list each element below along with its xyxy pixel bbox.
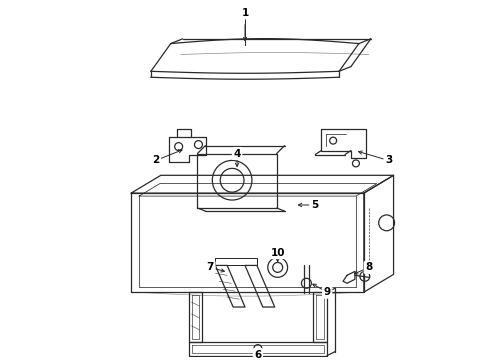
Text: 2: 2: [152, 156, 159, 166]
Text: 6: 6: [254, 350, 262, 360]
Text: 1: 1: [242, 8, 248, 18]
Text: 5: 5: [311, 200, 318, 210]
Text: 9: 9: [323, 287, 331, 297]
Text: 3: 3: [385, 156, 392, 166]
Text: 8: 8: [365, 262, 372, 273]
Text: 7: 7: [207, 262, 214, 273]
Text: 4: 4: [233, 149, 241, 158]
Text: 10: 10: [270, 248, 285, 257]
